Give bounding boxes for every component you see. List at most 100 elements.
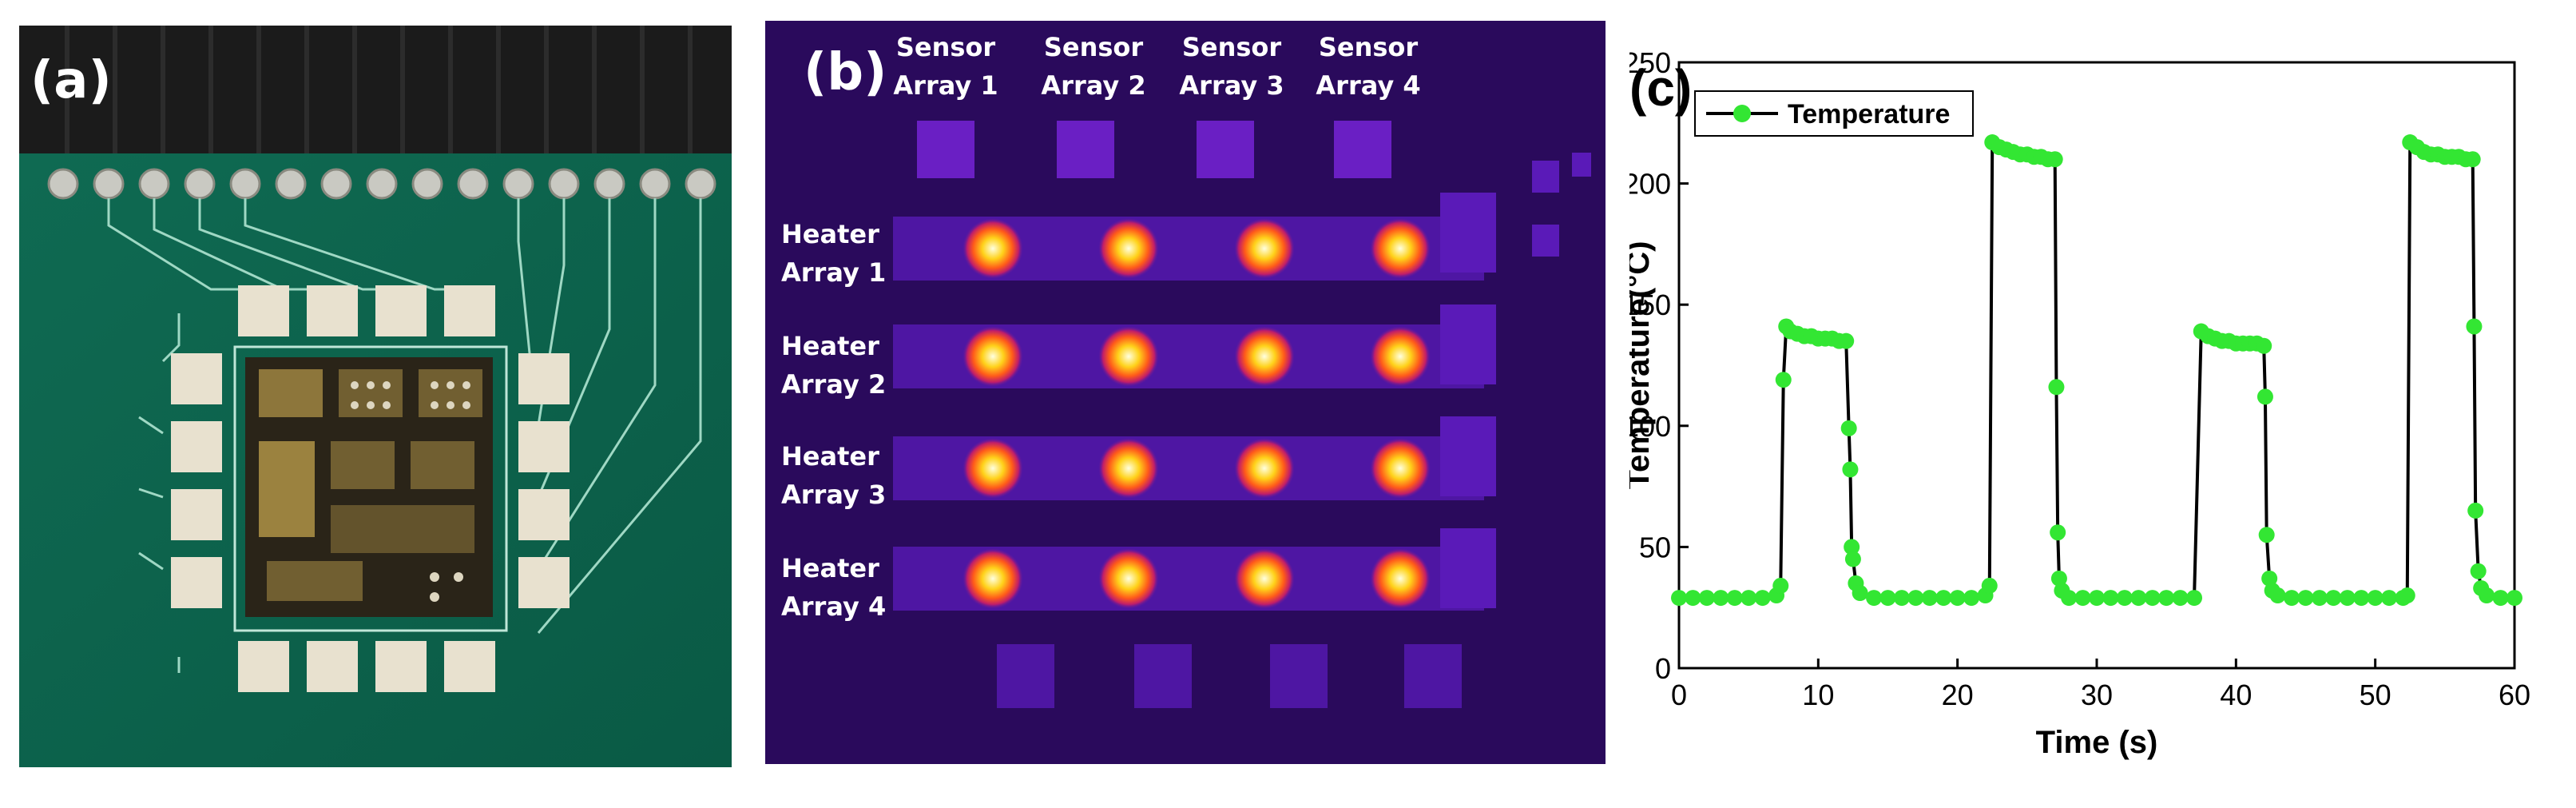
x-tick-label: 40 xyxy=(2220,679,2252,711)
panel-c-temperature-chart: (c) 0 10 20 30 40 50 60 0 50 100 150 200 250 Time (s… xyxy=(1629,0,2576,808)
data-point xyxy=(1671,590,1687,607)
data-point xyxy=(1844,551,1861,567)
sensor-label-4-line-1: Sensor xyxy=(1319,32,1419,62)
sensor-label-1-line-1: Sensor xyxy=(896,32,996,62)
thermal-background xyxy=(765,21,1606,764)
x-tick-label: 10 xyxy=(1802,679,1834,711)
sensor-labels: Sensor Array 1 Sensor Array 2 Sensor Arr… xyxy=(893,32,1420,101)
data-point xyxy=(1921,590,1938,607)
data-point xyxy=(2089,590,2105,607)
data-point xyxy=(2353,590,2370,607)
data-point xyxy=(2046,151,2063,168)
data-point xyxy=(2381,590,2398,607)
data-point xyxy=(2130,590,2147,607)
data-point xyxy=(1893,590,1910,607)
sensor-label-2-line-2: Array 2 xyxy=(1041,70,1145,101)
y-tick-label: 50 xyxy=(1639,531,1671,563)
data-point xyxy=(2466,318,2483,335)
chip-circuitry xyxy=(259,369,482,601)
data-point xyxy=(1949,590,1966,607)
connector-housing xyxy=(19,26,732,161)
y-tick-label: 200 xyxy=(1629,168,1671,201)
data-point xyxy=(1772,577,1789,594)
data-point xyxy=(1879,590,1896,607)
data-point xyxy=(1935,590,1952,607)
data-point xyxy=(2256,388,2273,405)
sensor-label-2-line-1: Sensor xyxy=(1044,32,1144,62)
y-tick-label: 250 xyxy=(1629,46,1671,79)
legend-marker xyxy=(1733,105,1751,122)
temperature-series-points xyxy=(1671,134,2522,607)
data-point xyxy=(2297,590,2314,607)
data-point xyxy=(2261,570,2278,587)
data-point xyxy=(2269,587,2286,604)
data-point xyxy=(2102,590,2119,607)
data-point xyxy=(2158,590,2175,607)
data-point xyxy=(2492,590,2509,607)
bottom-pads xyxy=(997,644,1462,708)
heater-label-4-line-1: Heater xyxy=(781,553,879,583)
data-point xyxy=(1981,577,1998,594)
data-point xyxy=(2339,590,2356,607)
data-point xyxy=(2399,587,2415,604)
data-point xyxy=(1754,590,1771,607)
data-point xyxy=(2061,590,2078,607)
data-point xyxy=(1775,372,1792,388)
data-point xyxy=(2464,151,2481,168)
x-tick-label: 20 xyxy=(1942,679,1974,711)
sensor-label-1-line-2: Array 1 xyxy=(893,70,998,101)
bond-pads xyxy=(171,285,570,692)
y-tick-label: 100 xyxy=(1629,410,1671,443)
data-point xyxy=(1842,461,1859,478)
heater-label-2-line-2: Array 2 xyxy=(781,369,886,400)
sensor-label-4-line-2: Array 4 xyxy=(1316,70,1420,101)
heater-label-1-line-1: Heater xyxy=(781,219,879,249)
temperature-chart: (c) 0 10 20 30 40 50 60 0 50 100 150 200 250 Time (s… xyxy=(1629,46,2530,760)
data-point xyxy=(1866,590,1883,607)
heater-label-3-line-1: Heater xyxy=(781,441,879,472)
data-point xyxy=(2507,590,2522,607)
sensor-label-3-line-2: Array 3 xyxy=(1179,70,1284,101)
connector-ridges xyxy=(65,26,693,153)
data-point xyxy=(1713,590,1729,607)
panel-a-chip-photo: (a) xyxy=(19,26,732,767)
legend-series-name: Temperature xyxy=(1788,99,1950,129)
chart-axes xyxy=(1677,61,2516,670)
data-point xyxy=(1844,539,1860,555)
heater-labels: Heater Array 1 Heater Array 2 Heater Arr… xyxy=(781,219,886,622)
heater-label-1-line-2: Array 1 xyxy=(781,257,886,288)
x-axis-label: Time (s) xyxy=(2036,725,2158,760)
data-point xyxy=(1726,590,1743,607)
sensor-label-3-line-1: Sensor xyxy=(1182,32,1282,62)
plot-frame xyxy=(1677,61,2516,670)
panel-a-label: (a) xyxy=(30,51,112,110)
data-point xyxy=(2367,590,2383,607)
data-point xyxy=(2144,590,2161,607)
x-tick-label: 0 xyxy=(1671,679,1687,711)
data-point xyxy=(1963,590,1980,607)
data-point xyxy=(1740,590,1757,607)
data-point xyxy=(2467,502,2484,519)
panel-c-label: (c) xyxy=(1629,59,1692,117)
y-tick-label: 0 xyxy=(1655,652,1671,685)
data-point xyxy=(1907,590,1924,607)
sensor-pads xyxy=(917,121,1391,178)
data-point xyxy=(2284,590,2300,607)
data-point xyxy=(2050,570,2067,587)
heater-label-2-line-1: Heater xyxy=(781,331,879,361)
data-point xyxy=(2186,590,2203,607)
x-tick-label: 30 xyxy=(2081,679,2113,711)
data-point xyxy=(2256,337,2272,354)
data-point xyxy=(2470,563,2487,579)
data-point xyxy=(2048,379,2065,396)
data-point xyxy=(2258,527,2275,543)
data-point xyxy=(2479,587,2495,604)
chip-photo-image: (a) xyxy=(19,26,732,767)
y-axis-label: Temperature(°C) xyxy=(1629,241,1656,490)
x-tick-label: 50 xyxy=(2360,679,2391,711)
solder-pins xyxy=(47,168,716,200)
heater-label-4-line-2: Array 4 xyxy=(781,591,886,622)
chip-dots xyxy=(351,381,470,602)
chart-legend: Temperature xyxy=(1694,90,1974,137)
temperature-series-line xyxy=(1679,139,2514,600)
